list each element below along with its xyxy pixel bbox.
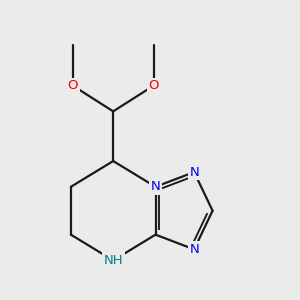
Text: NH: NH [103, 254, 123, 267]
Text: N: N [151, 180, 160, 193]
Text: N: N [189, 243, 199, 256]
Text: N: N [189, 166, 199, 178]
Text: O: O [148, 79, 159, 92]
Text: O: O [68, 79, 78, 92]
